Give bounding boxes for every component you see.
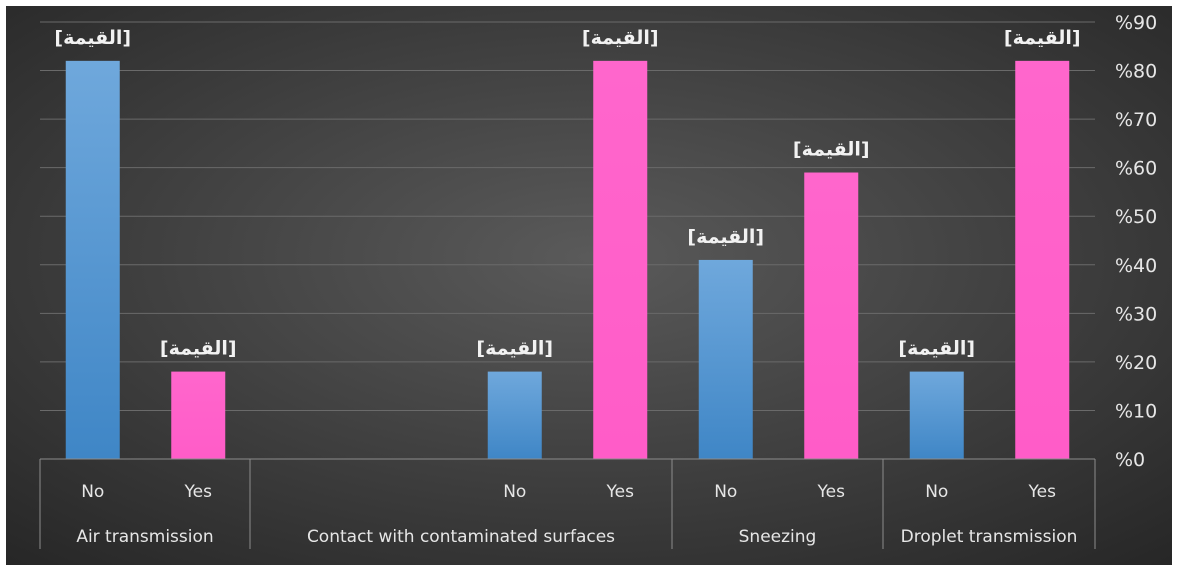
data-label: [القيمة]: [898, 338, 975, 360]
group-label: Sneezing: [739, 527, 817, 547]
bar-3-yes: [804, 172, 859, 459]
y-tick-label: %20: [1115, 352, 1157, 374]
y-tick-label: %30: [1115, 303, 1157, 325]
x-tick-label: No: [925, 482, 948, 502]
y-tick-label: %40: [1115, 255, 1157, 277]
bar-2-yes: [593, 60, 648, 459]
bar-3-no: [698, 259, 753, 459]
group-label: Droplet transmission: [901, 527, 1078, 547]
y-tick-label: %80: [1115, 61, 1157, 83]
data-label: [القيمة]: [687, 226, 764, 248]
group-label: Contact with contaminated surfaces: [307, 527, 615, 547]
x-tick-label: Yes: [606, 482, 635, 502]
x-tick-label: Yes: [817, 482, 846, 502]
y-tick-label: %50: [1115, 206, 1157, 228]
data-label: [القيمة]: [54, 27, 131, 49]
data-label: [القيمة]: [793, 139, 870, 161]
bar-1-yes: [171, 371, 226, 459]
x-tick-label: No: [503, 482, 526, 502]
data-label: [القيمة]: [582, 27, 659, 49]
bar-1-no: [65, 60, 120, 459]
group-label: Air transmission: [76, 527, 213, 547]
x-tick-label: No: [81, 482, 104, 502]
data-label: [القيمة]: [1004, 27, 1081, 49]
y-tick-label: %10: [1115, 400, 1157, 422]
bar-4-yes: [1015, 60, 1070, 459]
y-tick-label: %90: [1115, 12, 1157, 34]
bar-4-no: [909, 371, 964, 459]
x-tick-label: Yes: [1028, 482, 1057, 502]
chart-background: [6, 6, 1172, 565]
x-tick-label: No: [714, 482, 737, 502]
data-label: [القيمة]: [476, 338, 553, 360]
y-tick-label: %0: [1115, 449, 1145, 471]
x-tick-label: Yes: [184, 482, 213, 502]
y-tick-label: %70: [1115, 109, 1157, 131]
y-tick-label: %60: [1115, 158, 1157, 180]
bar-2-no: [487, 371, 542, 459]
data-label: [القيمة]: [160, 338, 237, 360]
